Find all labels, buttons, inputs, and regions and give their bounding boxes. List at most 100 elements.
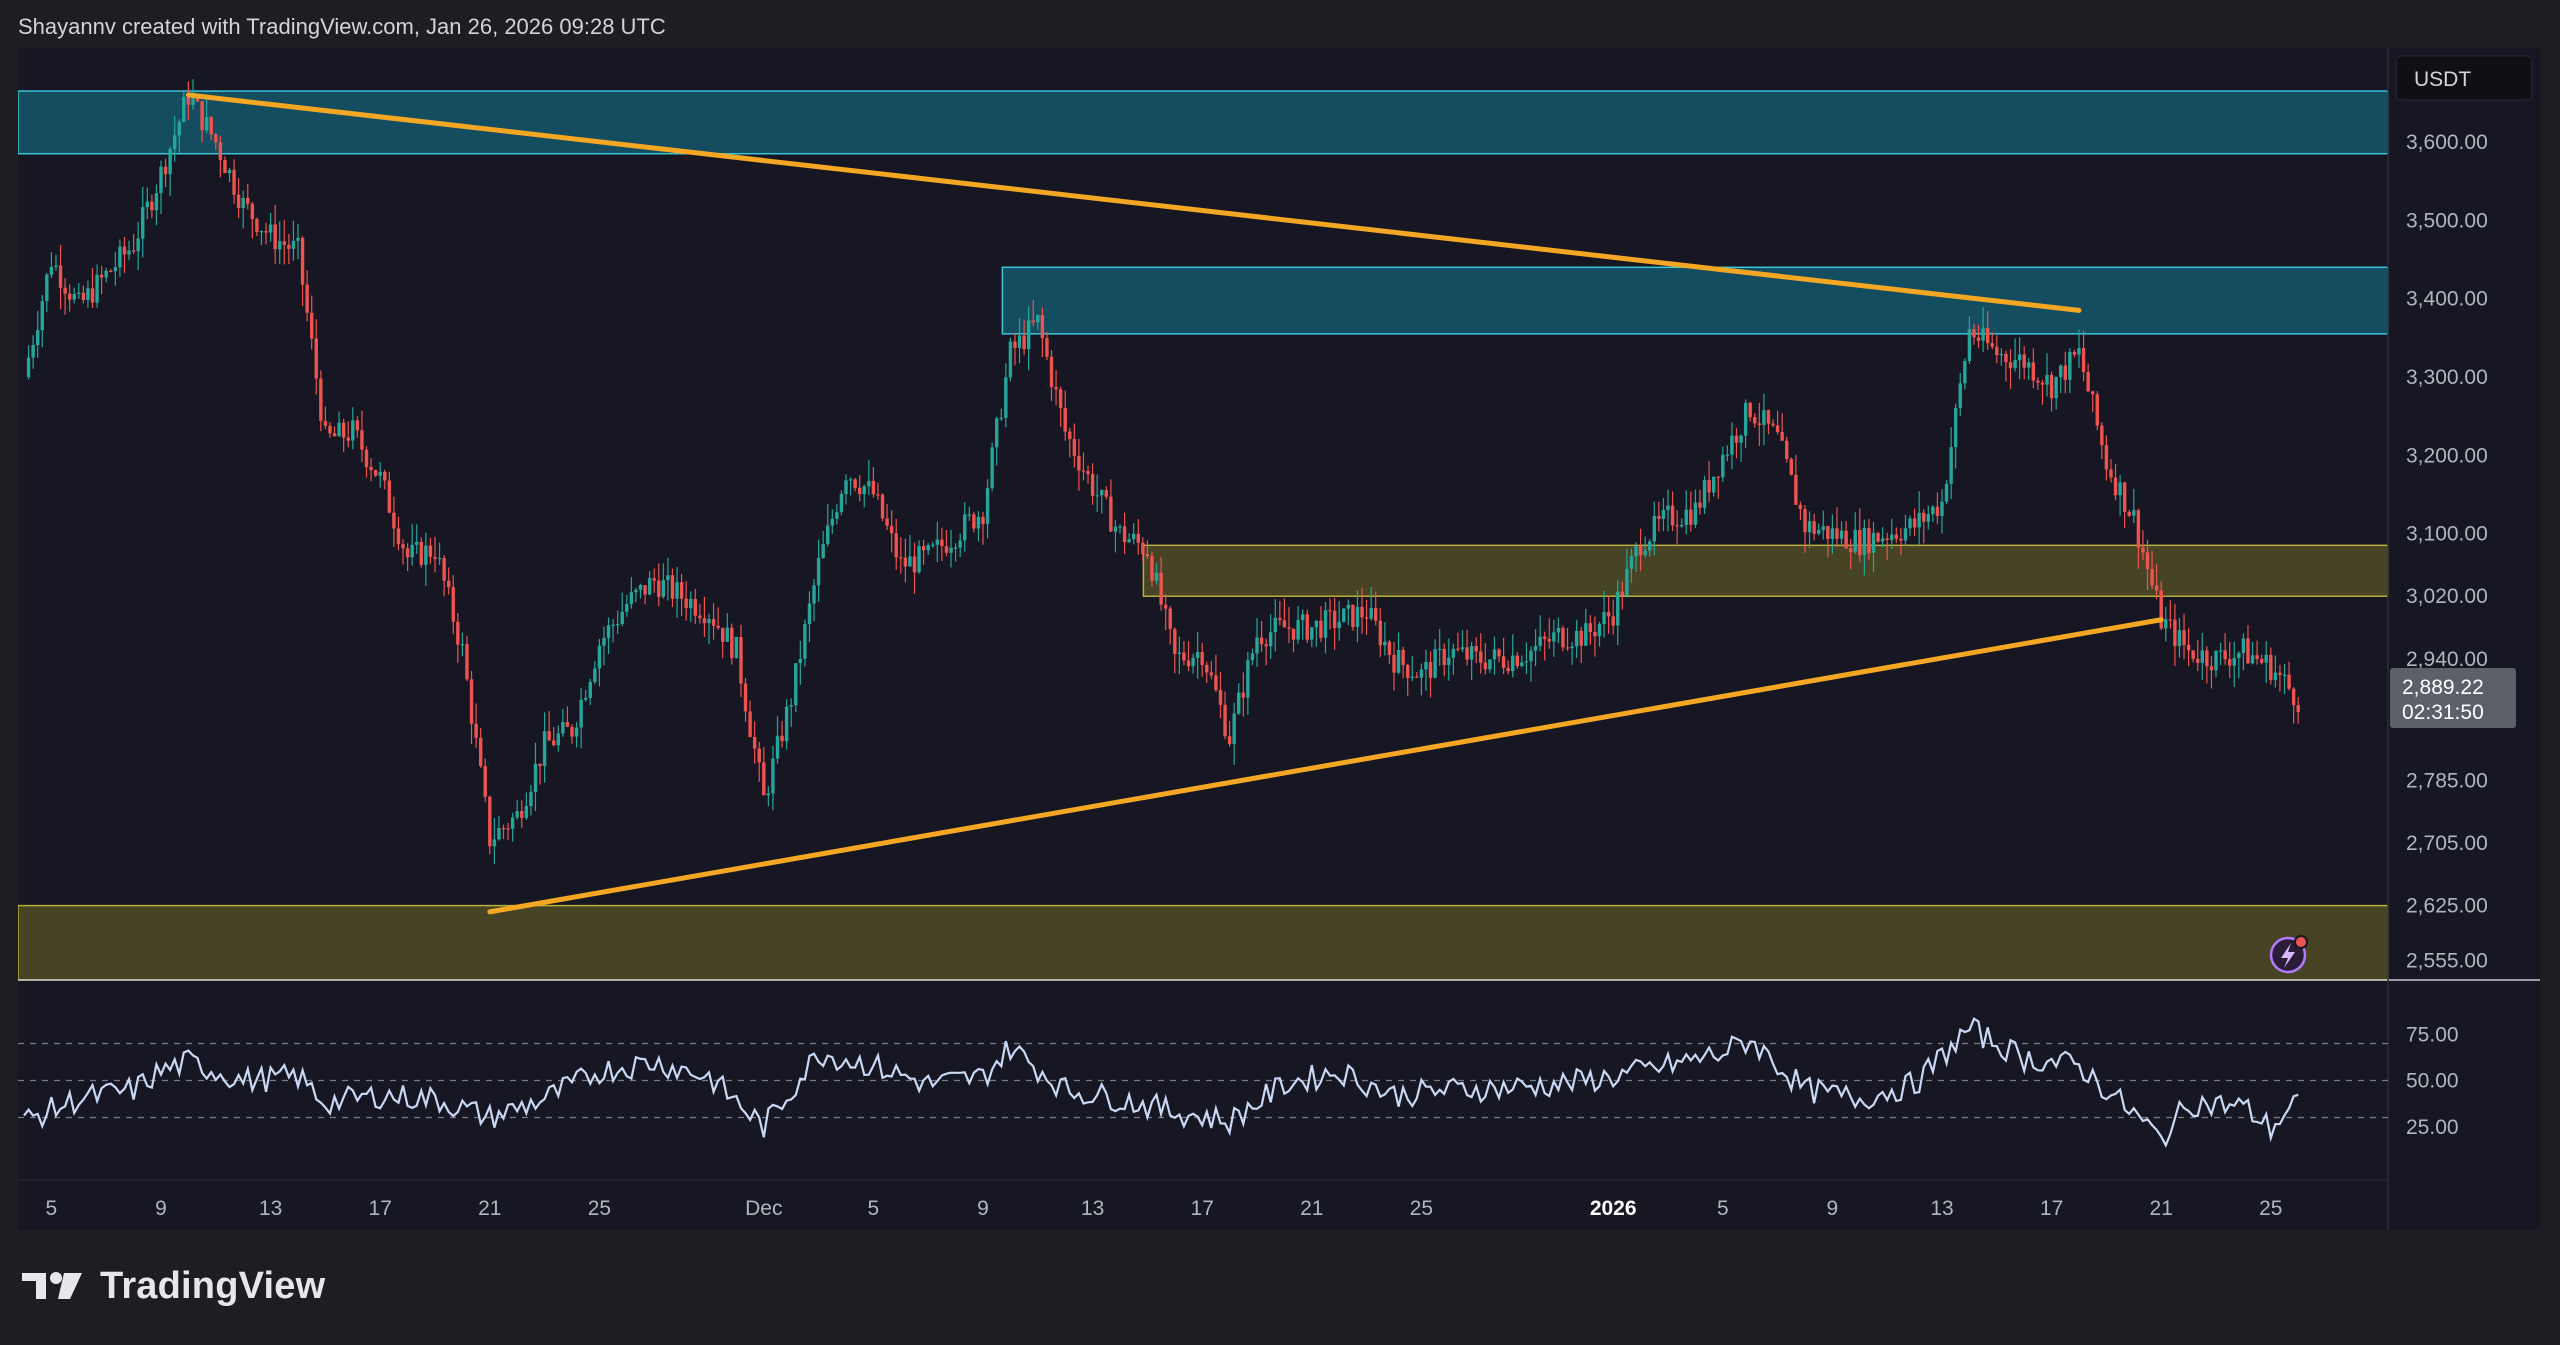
candle-body [401, 544, 405, 549]
candle-body [1584, 623, 1588, 646]
candle-body [2072, 351, 2077, 355]
candle-body [1227, 736, 1232, 745]
tradingview-logo[interactable]: TradingView [20, 1265, 325, 1308]
candle-body [2017, 354, 2022, 361]
candle-body [1926, 514, 1930, 522]
candle-body [36, 330, 40, 346]
candle-body [2040, 382, 2045, 385]
tradingview-wordmark: TradingView [100, 1265, 326, 1307]
candle-body [204, 116, 209, 131]
candle-body [1346, 604, 1351, 609]
candle-body [95, 274, 99, 303]
candle-body [1908, 518, 1912, 529]
candle-body [803, 624, 807, 659]
candle-body [2145, 552, 2150, 569]
candle-body [807, 603, 812, 625]
candle-body [136, 238, 140, 252]
candle-body [1954, 408, 1958, 448]
candle-body [908, 556, 912, 567]
candle-body [1821, 526, 1825, 530]
candle-body [1543, 636, 1547, 639]
candle-body [716, 625, 720, 628]
candle-body [2250, 655, 2255, 664]
candle-body [127, 250, 131, 255]
candle-body [1063, 408, 1067, 432]
candle-body [1383, 641, 1387, 646]
candle-body [1437, 648, 1442, 651]
candle-body [574, 727, 579, 737]
candle-body [1168, 608, 1172, 629]
candle-body [542, 731, 547, 767]
candle-body [383, 471, 387, 481]
candle-body [1241, 692, 1245, 698]
candle-body [1191, 657, 1195, 667]
candle-body [1387, 641, 1392, 655]
candle-body [1597, 624, 1602, 637]
candle-body [2122, 482, 2127, 512]
candle-body [762, 762, 766, 796]
candle-body [113, 267, 118, 272]
candle-body [1278, 617, 1282, 621]
candle-body [54, 265, 58, 267]
candle-body [981, 516, 985, 525]
candle-body [2205, 650, 2209, 667]
candle-body [1501, 656, 1506, 668]
candle-body [168, 148, 172, 175]
candle-body [771, 758, 775, 794]
candle-body [912, 556, 917, 573]
candle-body [45, 274, 49, 302]
candle-body [1588, 623, 1593, 633]
candle-body [652, 578, 656, 581]
candle-body [1022, 335, 1026, 350]
time-axis[interactable]: 5 9 13 17 21 25 Dec 5 9 13 17 21 25 2026 5 9 13 17 21 25 [46, 1197, 2283, 1220]
candle-body [752, 736, 757, 749]
price-tick-label: 3,600.00 [2406, 131, 2488, 154]
candle-body [990, 447, 994, 489]
candle-body [1045, 338, 1049, 357]
candle-body [1972, 329, 1976, 338]
candle-body [1492, 649, 1497, 660]
candle-body [2068, 351, 2072, 380]
candle-body [460, 644, 465, 646]
chart-area[interactable]: 3,700.003,600.003,500.003,400.003,300.00… [18, 48, 2540, 1230]
support-zone [1142, 544, 2389, 597]
candle-body [1561, 627, 1565, 648]
rsi-axis[interactable]: 75.00 50.00 25.00 [2406, 1023, 2459, 1139]
candle-body [766, 793, 771, 796]
price-tick-label: 2,555.00 [2406, 949, 2488, 972]
candle-body [1848, 548, 1853, 553]
rsi-layer [18, 1017, 2388, 1148]
candle-body [1040, 314, 1045, 339]
currency-selector[interactable]: USDT [2395, 55, 2533, 101]
candle-body [1177, 652, 1182, 654]
flash-alert-icon[interactable] [2269, 935, 2308, 974]
candle-body [2132, 510, 2136, 516]
candle-body [1511, 655, 1515, 672]
rsi-tick-label: 25.00 [2406, 1116, 2459, 1139]
candle-body [246, 197, 250, 204]
candle-body [2104, 445, 2109, 470]
candle-body [597, 645, 602, 669]
chart-background [18, 48, 2540, 1230]
candle-body [1775, 425, 1780, 433]
candle-body [689, 598, 693, 609]
candle-body [1008, 341, 1013, 378]
candle-body [2209, 666, 2214, 671]
candle-body [296, 237, 300, 241]
candle-body [1300, 614, 1305, 620]
candle-body [967, 514, 971, 516]
candle-body [1912, 518, 1917, 528]
candle-body [26, 357, 31, 377]
candle-body [2045, 374, 2049, 385]
candle-body [1031, 320, 1035, 323]
candle-body [341, 422, 346, 438]
candle-body [159, 166, 163, 194]
candle-body [424, 545, 428, 565]
candle-body [871, 480, 876, 495]
candle-body [1036, 314, 1040, 323]
candle-body [1406, 665, 1410, 678]
candle-body [1026, 320, 1031, 350]
candle-body [1981, 327, 1985, 341]
candle-body [972, 514, 976, 529]
candle-body [2186, 644, 2191, 651]
